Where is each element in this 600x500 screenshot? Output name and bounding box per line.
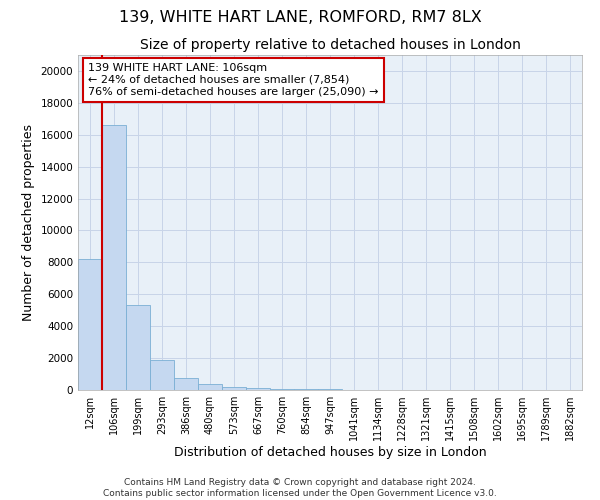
Bar [102,125,126,390]
Bar [174,378,198,390]
Bar [126,306,150,390]
Text: 139 WHITE HART LANE: 106sqm
← 24% of detached houses are smaller (7,854)
76% of : 139 WHITE HART LANE: 106sqm ← 24% of det… [88,64,379,96]
Text: 139, WHITE HART LANE, ROMFORD, RM7 8LX: 139, WHITE HART LANE, ROMFORD, RM7 8LX [119,10,481,25]
Bar [150,360,174,390]
Bar [78,259,102,390]
Text: Contains HM Land Registry data © Crown copyright and database right 2024.
Contai: Contains HM Land Registry data © Crown c… [103,478,497,498]
Bar [294,389,318,390]
Title: Size of property relative to detached houses in London: Size of property relative to detached ho… [140,38,520,52]
Bar [222,387,246,390]
Bar [270,389,294,390]
Bar [198,384,222,390]
Y-axis label: Number of detached properties: Number of detached properties [22,124,35,321]
Bar [246,388,270,390]
X-axis label: Distribution of detached houses by size in London: Distribution of detached houses by size … [173,446,487,459]
